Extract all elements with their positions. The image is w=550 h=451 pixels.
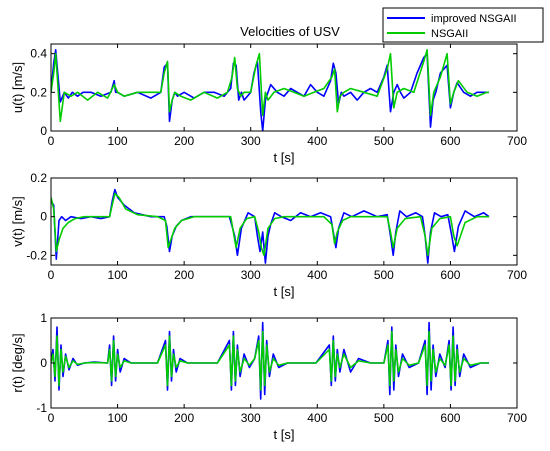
series-line-nsgaii-panel-3 (51, 330, 489, 391)
x-tick-label: 600 (440, 134, 460, 148)
y-tick-label: 1 (40, 311, 47, 325)
y-tick-label: -0.2 (26, 248, 47, 262)
x-tick-label: 400 (307, 268, 327, 282)
x-tick-label: 300 (241, 268, 261, 282)
y-tick-label: 0.2 (30, 171, 47, 185)
legend: improved NSGAII NSGAII (382, 7, 544, 43)
x-tick-label: 0 (48, 268, 55, 282)
y-tick-label: -1 (36, 401, 47, 415)
x-tick-label: 500 (374, 134, 394, 148)
x-tick-label: 200 (174, 411, 194, 425)
x-tick-label: 500 (374, 268, 394, 282)
x-tick-label: 200 (174, 134, 194, 148)
y-tick-label: 0 (40, 356, 47, 370)
plot-area-frame (50, 43, 518, 132)
x-tick-label: 700 (507, 411, 527, 425)
subplot-1: 0 100 200 300 400 500 600 700 0 0.2 0.4 t [s] u(t) [… (10, 43, 527, 165)
x-axis-label: t [s] (274, 150, 295, 165)
series-line-nsgaii-panel-1 (51, 48, 489, 123)
x-tick-label: 600 (440, 411, 460, 425)
x-tick-label: 100 (108, 411, 128, 425)
y-tick-label: 0.4 (30, 47, 47, 61)
x-tick-label: 0 (48, 411, 55, 425)
x-tick-label: 700 (507, 268, 527, 282)
x-tick-label: 600 (440, 268, 460, 282)
y-tick-label: 0.2 (30, 85, 47, 99)
legend-entry: improved NSGAII (431, 13, 517, 25)
x-tick-label: 100 (108, 268, 128, 282)
legend-box (382, 7, 544, 43)
y-axis-label: v(t) [m/s] (10, 196, 25, 247)
x-tick-label: 700 (507, 134, 527, 148)
x-tick-label: 400 (307, 134, 327, 148)
y-tick-label: 0 (40, 210, 47, 224)
x-tick-label: 100 (108, 134, 128, 148)
y-axis-label: r(t) [deg/s] (10, 333, 25, 392)
legend-entry: NSGAII (431, 28, 468, 40)
plot-area-frame (50, 177, 518, 266)
x-tick-label: 500 (374, 411, 394, 425)
subplot-2: 0 100 200 300 400 500 600 700-0.200.2t [s]v(t) … (10, 171, 527, 299)
x-tick-label: 200 (174, 268, 194, 282)
series-line-nsgaii-panel-2 (51, 192, 489, 257)
x-axis-label: t [s] (274, 284, 295, 299)
y-axis-label: u(t) [m/s] (10, 62, 25, 113)
chart-title: Velocities of USV (240, 24, 340, 39)
x-tick-label: 0 (48, 134, 55, 148)
x-axis-label: t [s] (274, 427, 295, 442)
x-tick-label: 300 (241, 134, 261, 148)
y-tick-label: 0 (40, 124, 47, 138)
series-line-improved-nsgaii-panel-1 (51, 48, 489, 131)
x-tick-label: 300 (241, 411, 261, 425)
x-tick-label: 400 (307, 411, 327, 425)
